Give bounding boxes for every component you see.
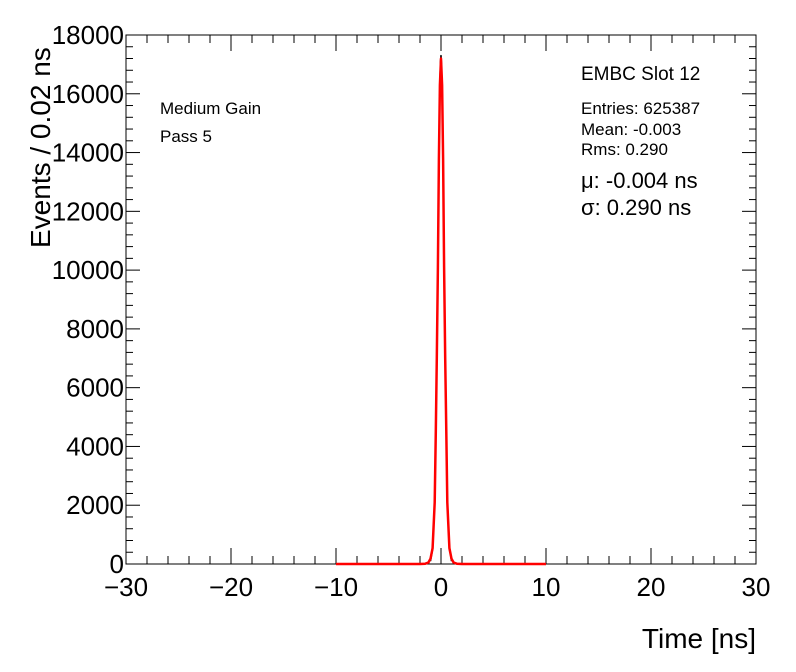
y-tick-label: 16000 xyxy=(52,79,124,109)
x-tick-label: 0 xyxy=(434,572,448,602)
y-tick-labels: 0 2000 4000 6000 8000 10000 12000 14000 16000 180… xyxy=(52,20,124,579)
y-tick-label: 12000 xyxy=(52,196,124,226)
x-tick-label: −30 xyxy=(104,572,148,602)
y-tick-label: 14000 xyxy=(52,138,124,168)
y-axis-title: Events / 0.02 ns xyxy=(25,47,56,248)
fit-curve-line xyxy=(336,57,546,566)
y-tick-label: 2000 xyxy=(66,490,124,520)
mean-label: Mean: -0.003 xyxy=(581,120,681,139)
gain-label: Medium Gain xyxy=(160,99,261,118)
rms-label: Rms: 0.290 xyxy=(581,140,668,159)
x-tick-label: 20 xyxy=(637,572,666,602)
series-layer xyxy=(336,54,546,566)
y-minor-ticks xyxy=(126,34,756,565)
x-tick-labels: −30 −20 −10 0 10 20 30 xyxy=(104,572,771,602)
x-tick-label: −20 xyxy=(209,572,253,602)
x-minor-ticks xyxy=(125,35,757,564)
y-tick-label: 4000 xyxy=(66,431,124,461)
sigma-label: σ: 0.290 ns xyxy=(581,195,691,220)
x-tick-label: 10 xyxy=(532,572,561,602)
y-tick-label: 8000 xyxy=(66,314,124,344)
y-tick-label: 6000 xyxy=(66,373,124,403)
pass-label: Pass 5 xyxy=(160,127,212,146)
y-tick-label: 18000 xyxy=(52,20,124,50)
slot-label: EMBC Slot 12 xyxy=(581,64,700,85)
entries-label: Entries: 625387 xyxy=(581,99,700,118)
data-histogram-line xyxy=(429,54,453,562)
x-axis-title: Time [ns] xyxy=(642,623,756,654)
x-tick-label: 30 xyxy=(742,572,771,602)
x-tick-label: −10 xyxy=(314,572,358,602)
y-tick-label: 10000 xyxy=(52,255,124,285)
mu-label: μ: -0.004 ns xyxy=(581,168,698,193)
y-tick-label: 0 xyxy=(110,549,124,579)
